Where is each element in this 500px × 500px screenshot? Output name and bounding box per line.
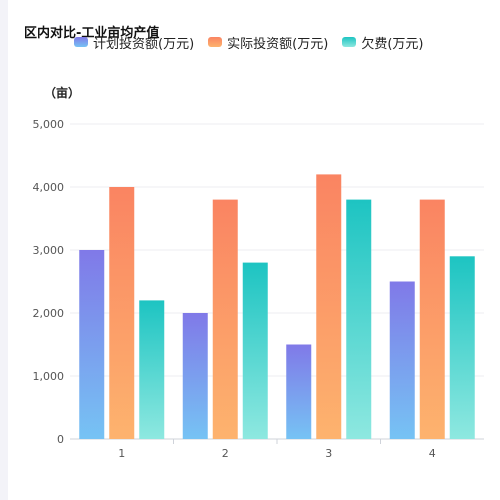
bar-actual-investment-1[interactable] bbox=[109, 187, 135, 439]
chart-panel: 区内对比-工业亩均产值 计划投资额(万元) 实际投资额(万元) 欠费(万元) （… bbox=[8, 0, 500, 500]
bar-planned-investment-4[interactable] bbox=[389, 281, 415, 440]
legend-label-actual-investment: 实际投资额(万元) bbox=[227, 36, 329, 52]
x-tick-label: 3 bbox=[325, 447, 332, 460]
bar-arrears-3[interactable] bbox=[346, 199, 372, 439]
legend: 计划投资额(万元) 实际投资额(万元) 欠费(万元) bbox=[74, 33, 423, 52]
legend-item-actual-investment[interactable]: 实际投资额(万元) bbox=[208, 33, 328, 52]
bar-planned-investment-2[interactable] bbox=[182, 313, 208, 439]
legend-swatch-arrears bbox=[342, 37, 357, 47]
bar-planned-investment-1[interactable] bbox=[79, 250, 105, 439]
legend-swatch-planned-investment bbox=[74, 37, 88, 47]
legend-item-arrears[interactable]: 欠费(万元) bbox=[342, 33, 423, 52]
y-axis-unit-label: （亩） bbox=[44, 86, 81, 100]
legend-label-arrears: 欠费(万元) bbox=[361, 36, 424, 52]
bar-chart-plot: 0 1,000 2,000 3,000 4,000 5,000 1 2 3 4 bbox=[33, 118, 484, 460]
bar-actual-investment-3[interactable] bbox=[316, 174, 342, 439]
legend-swatch-actual-investment bbox=[208, 37, 223, 47]
bar-actual-investment-2[interactable] bbox=[212, 199, 238, 439]
bar-arrears-4[interactable] bbox=[449, 256, 475, 439]
bar-arrears-2[interactable] bbox=[242, 262, 268, 439]
legend-label-planned-investment: 计划投资额(万元) bbox=[93, 36, 195, 52]
y-tick-label: 4,000 bbox=[33, 181, 65, 194]
y-tick-label: 2,000 bbox=[33, 307, 65, 320]
bar-arrears-1[interactable] bbox=[139, 300, 165, 439]
bar-planned-investment-3[interactable] bbox=[286, 344, 312, 440]
x-tick-label: 2 bbox=[222, 447, 229, 460]
y-tick-label: 1,000 bbox=[33, 370, 65, 383]
legend-item-planned-investment[interactable]: 计划投资额(万元) bbox=[74, 33, 194, 52]
x-tick-label: 1 bbox=[118, 447, 125, 460]
y-tick-label: 5,000 bbox=[33, 118, 65, 131]
bar-actual-investment-4[interactable] bbox=[419, 199, 445, 439]
y-tick-label: 0 bbox=[57, 433, 64, 446]
y-tick-label: 3,000 bbox=[33, 244, 65, 257]
x-tick-label: 4 bbox=[429, 447, 436, 460]
chart-title: 区内对比-工业亩均产值 bbox=[24, 26, 160, 41]
